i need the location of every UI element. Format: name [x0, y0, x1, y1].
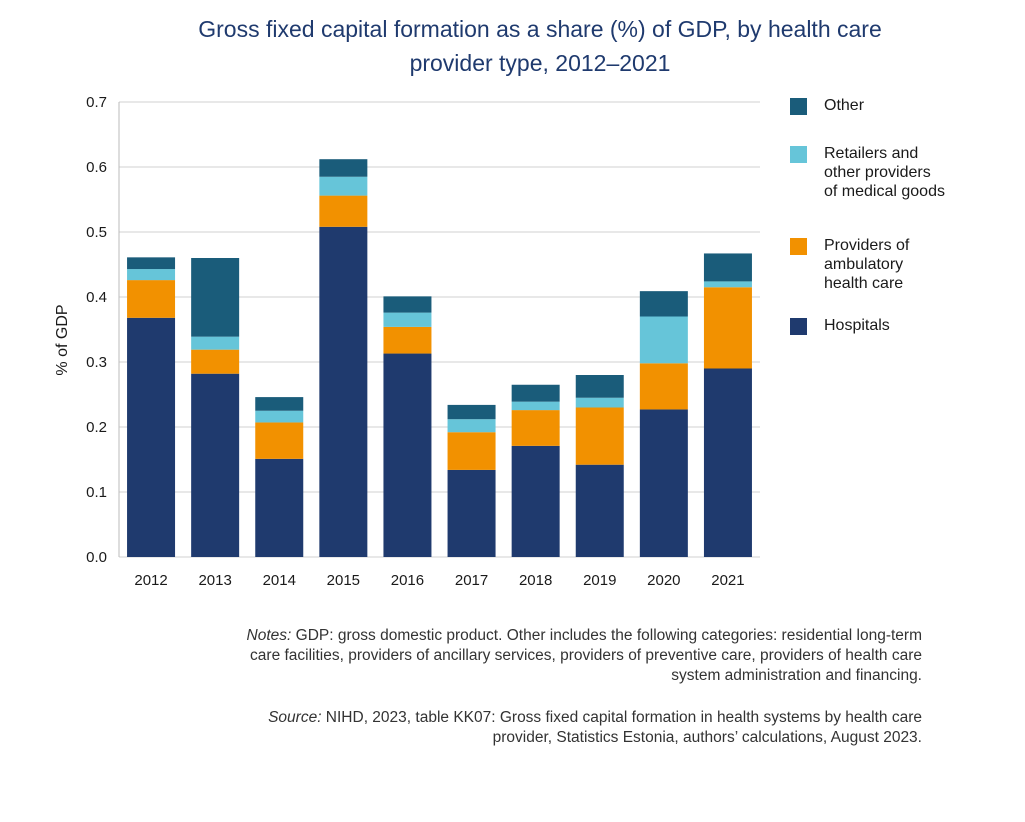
bar-segment-hospitals-2018	[511, 445, 560, 557]
legend-label: Hospitals	[824, 317, 890, 334]
bar-segment-other-2015	[319, 159, 368, 177]
legend-item: Retailers and other providers of medical…	[790, 144, 945, 201]
x-tick-label-2013: 2013	[198, 572, 231, 589]
bar-segment-hospitals-2016	[383, 353, 432, 557]
bar-segment-retailers-and-other-providers-of-medical-goods-2020	[639, 316, 688, 364]
bar-segment-other-2014	[255, 397, 304, 411]
bar-segment-hospitals-2019	[575, 464, 624, 557]
y-tick-label: 0.6	[86, 159, 107, 176]
bar-segment-providers-of-ambulatory-health-care-2016	[383, 326, 432, 354]
notes-label: Notes:	[246, 627, 292, 644]
legend-swatch	[790, 238, 807, 255]
legend-label: Other	[824, 97, 865, 114]
bar-segment-retailers-and-other-providers-of-medical-goods-2012	[127, 269, 176, 281]
bar-segment-hospitals-2021	[703, 368, 752, 557]
bar-segment-retailers-and-other-providers-of-medical-goods-2021	[703, 281, 752, 288]
bar-segment-other-2013	[191, 258, 240, 337]
y-axis-label: % of GDP	[54, 304, 71, 375]
source-label: Source:	[268, 709, 322, 726]
x-tick-label-2012: 2012	[134, 572, 167, 589]
y-tick-label: 0.2	[86, 419, 107, 436]
source-block: Source: NIHD, 2023, table KK07: Gross fi…	[222, 708, 922, 748]
bar-segment-providers-of-ambulatory-health-care-2017	[447, 432, 496, 470]
x-tick-label-2017: 2017	[455, 572, 488, 589]
y-tick-label: 0.5	[86, 224, 107, 241]
bar-segment-retailers-and-other-providers-of-medical-goods-2015	[319, 176, 368, 196]
legend-swatch	[790, 318, 807, 335]
x-tick-label-2016: 2016	[391, 572, 424, 589]
legend-item: Hospitals	[790, 316, 890, 335]
bar-segment-retailers-and-other-providers-of-medical-goods-2018	[511, 401, 560, 411]
bar-segment-retailers-and-other-providers-of-medical-goods-2017	[447, 419, 496, 433]
bar-segment-providers-of-ambulatory-health-care-2019	[575, 407, 624, 465]
y-axis-ticks: 0.0 0.1 0.2 0.3 0.4 0.5 0.6 0.7	[86, 94, 107, 566]
bar-segment-providers-of-ambulatory-health-care-2018	[511, 410, 560, 446]
bar-segment-other-2021	[703, 253, 752, 282]
legend-swatch	[790, 146, 807, 163]
notes-block: Notes: GDP: gross domestic product. Othe…	[222, 626, 922, 686]
bar-segment-hospitals-2013	[191, 373, 240, 557]
bar-segment-retailers-and-other-providers-of-medical-goods-2019	[575, 397, 624, 408]
legend-label: Retailers and other providers of medical…	[824, 145, 945, 200]
legend-item: Providers of ambulatory health care	[790, 236, 909, 293]
bar-segment-other-2012	[127, 257, 176, 270]
bar-segment-retailers-and-other-providers-of-medical-goods-2013	[191, 336, 240, 350]
bar-segment-hospitals-2015	[319, 226, 368, 558]
bar-segment-hospitals-2017	[447, 469, 496, 557]
bar-segment-hospitals-2012	[127, 317, 176, 557]
stacked-bar-chart: 0.00.10.20.30.40.50.60.7 2012 2013 2014 201…	[54, 94, 760, 589]
x-tick-label-2020: 2020	[647, 572, 680, 589]
source-text: NIHD, 2023, table KK07: Gross fixed capi…	[321, 709, 922, 746]
chart-title-line-2: provider type, 2012–2021	[409, 50, 671, 76]
x-tick-label-2015: 2015	[327, 572, 360, 589]
bar-segment-providers-of-ambulatory-health-care-2020	[639, 363, 688, 410]
chart-title-line-1: Gross fixed capital formation as a share…	[198, 16, 882, 42]
y-tick-label: 0.3	[86, 354, 107, 371]
bar-segment-other-2017	[447, 404, 496, 420]
notes-text: GDP: gross domestic product. Other inclu…	[250, 627, 922, 684]
bar-segment-hospitals-2020	[639, 409, 688, 557]
bar-segment-providers-of-ambulatory-health-care-2014	[255, 422, 304, 459]
y-tick-label: 0.7	[86, 94, 107, 111]
bar-segment-retailers-and-other-providers-of-medical-goods-2016	[383, 312, 432, 327]
y-tick-label: 0.4	[86, 289, 107, 306]
x-tick-label-2014: 2014	[263, 572, 296, 589]
bar-segment-hospitals-2014	[255, 458, 304, 557]
legend-label: Providers of ambulatory health care	[824, 237, 910, 292]
bar-segment-other-2020	[639, 291, 688, 317]
y-tick-label: 0.1	[86, 484, 107, 501]
legend-swatch	[790, 98, 807, 115]
bar-segment-providers-of-ambulatory-health-care-2013	[191, 349, 240, 374]
bars	[127, 159, 752, 558]
bar-segment-other-2016	[383, 296, 432, 313]
chart-title: Gross fixed capital formation as a share…	[150, 12, 930, 80]
legend-item: Other	[790, 96, 864, 115]
bar-segment-providers-of-ambulatory-health-care-2012	[127, 280, 176, 318]
x-axis-ticks: 2012 2013 2014 2015 2016 2017 2018 2019 2020 2021	[134, 572, 744, 589]
x-tick-label-2019: 2019	[583, 572, 616, 589]
y-tick-label: 0.0	[86, 549, 107, 566]
x-tick-label-2018: 2018	[519, 572, 552, 589]
bar-segment-providers-of-ambulatory-health-care-2015	[319, 195, 368, 227]
x-tick-label-2021: 2021	[711, 572, 744, 589]
bar-segment-providers-of-ambulatory-health-care-2021	[703, 287, 752, 369]
bar-segment-other-2018	[511, 384, 560, 402]
bar-segment-other-2019	[575, 375, 624, 398]
bar-segment-retailers-and-other-providers-of-medical-goods-2014	[255, 410, 304, 423]
